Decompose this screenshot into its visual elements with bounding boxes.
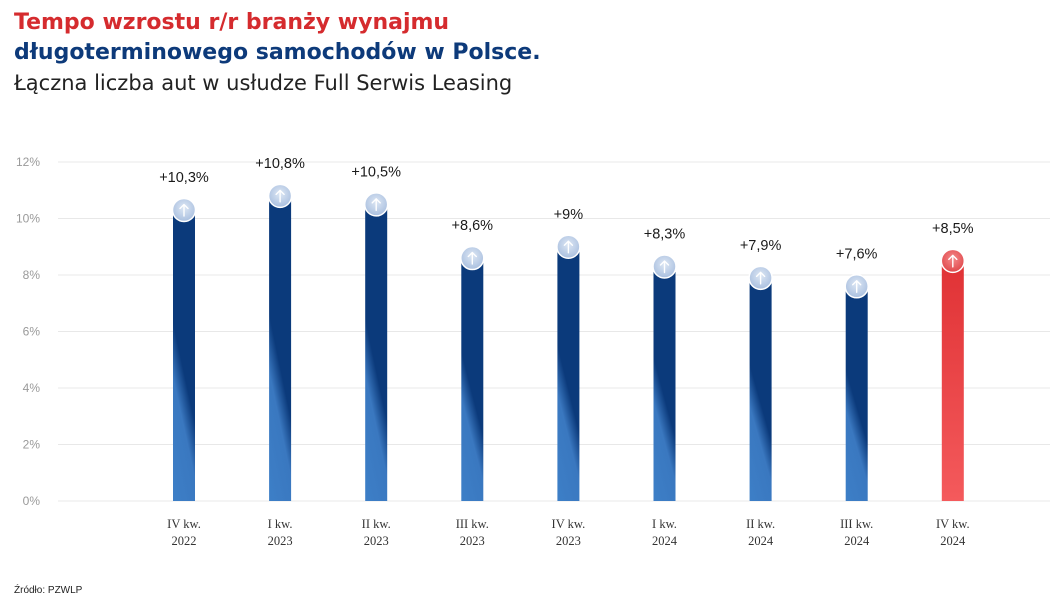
bar — [845, 286, 868, 501]
x-tick-label: III kw. — [840, 517, 873, 531]
chart-title: Tempo wzrostu r/r branży wynajmu długote… — [14, 8, 541, 98]
x-tick-label-year: 2023 — [364, 534, 389, 548]
arrow-up-icon — [659, 260, 670, 274]
y-tick-label: 6% — [23, 325, 41, 339]
x-tick-label: I kw. — [652, 517, 677, 531]
arrow-up-icon — [755, 271, 766, 285]
bar — [173, 210, 195, 501]
data-label: +10,5% — [351, 164, 401, 180]
y-axis: 0% 2% 4% 6% 8% 10% 12% — [16, 155, 40, 508]
x-tick-label: III kw. — [456, 517, 489, 531]
arrow-up-icon — [179, 203, 189, 217]
y-tick-label: 2% — [23, 438, 41, 452]
y-tick-label: 10% — [16, 212, 40, 226]
x-tick-label: IV kw. — [552, 517, 586, 531]
bar — [461, 258, 484, 501]
arrow-up-icon — [371, 198, 381, 212]
data-label: +10,8% — [255, 156, 305, 172]
data-label: +10,3% — [159, 170, 209, 186]
bar — [749, 277, 772, 501]
y-tick-label: 0% — [23, 494, 41, 508]
data-label: +7,6% — [836, 246, 878, 262]
x-tick-label-year: 2024 — [748, 534, 774, 548]
data-label: +8,6% — [452, 218, 494, 234]
chart-subtitle: Łączna liczba aut w usłudze Full Serwis … — [14, 71, 513, 95]
x-axis: IV kw. 2022 I kw. 2023 II kw. 2023 III kw. 2023… — [167, 517, 969, 548]
bar — [557, 246, 580, 501]
x-tick-label: IV kw. — [167, 517, 201, 531]
x-tick-label-year: 2024 — [652, 534, 678, 548]
arrow-up-icon — [275, 189, 285, 203]
x-tick-label: II kw. — [362, 517, 391, 531]
y-tick-label: 8% — [23, 268, 41, 282]
x-tick-label: IV kw. — [936, 517, 970, 531]
grid-layer — [58, 161, 1050, 502]
bar — [941, 260, 964, 501]
data-label: +8,3% — [644, 227, 686, 243]
data-label: +8,5% — [932, 221, 974, 237]
data-label: +7,9% — [740, 238, 782, 254]
x-tick-label-year: 2022 — [172, 534, 197, 548]
x-tick-label-year: 2024 — [844, 534, 870, 548]
source-note: Źródło: PZWLP — [14, 585, 83, 596]
arrow-up-icon — [852, 280, 862, 293]
x-tick-label-year: 2024 — [940, 534, 966, 548]
x-tick-label-year: 2023 — [556, 534, 581, 548]
title-line-2: długoterminowego samochodów w Polsce. — [14, 40, 541, 65]
bar — [653, 266, 676, 501]
x-tick-label: II kw. — [746, 517, 775, 531]
title-line-1: Tempo wzrostu r/r branży wynajmu — [14, 10, 450, 35]
arrow-up-icon — [948, 254, 958, 268]
y-tick-label: 4% — [23, 381, 41, 395]
x-tick-label-year: 2023 — [460, 534, 485, 548]
bar — [365, 204, 388, 501]
arrow-up-icon — [563, 240, 574, 254]
arrow-up-icon — [467, 251, 477, 265]
bar — [269, 195, 292, 501]
bars-layer: +10,3% +10,8% +10,5% +8,6% +9% +8,3% +7,9% +7,6… — [159, 156, 974, 501]
x-tick-label-year: 2023 — [268, 534, 293, 548]
data-label: +9% — [554, 207, 584, 223]
y-tick-label: 12% — [16, 155, 40, 169]
x-tick-label: I kw. — [268, 517, 293, 531]
